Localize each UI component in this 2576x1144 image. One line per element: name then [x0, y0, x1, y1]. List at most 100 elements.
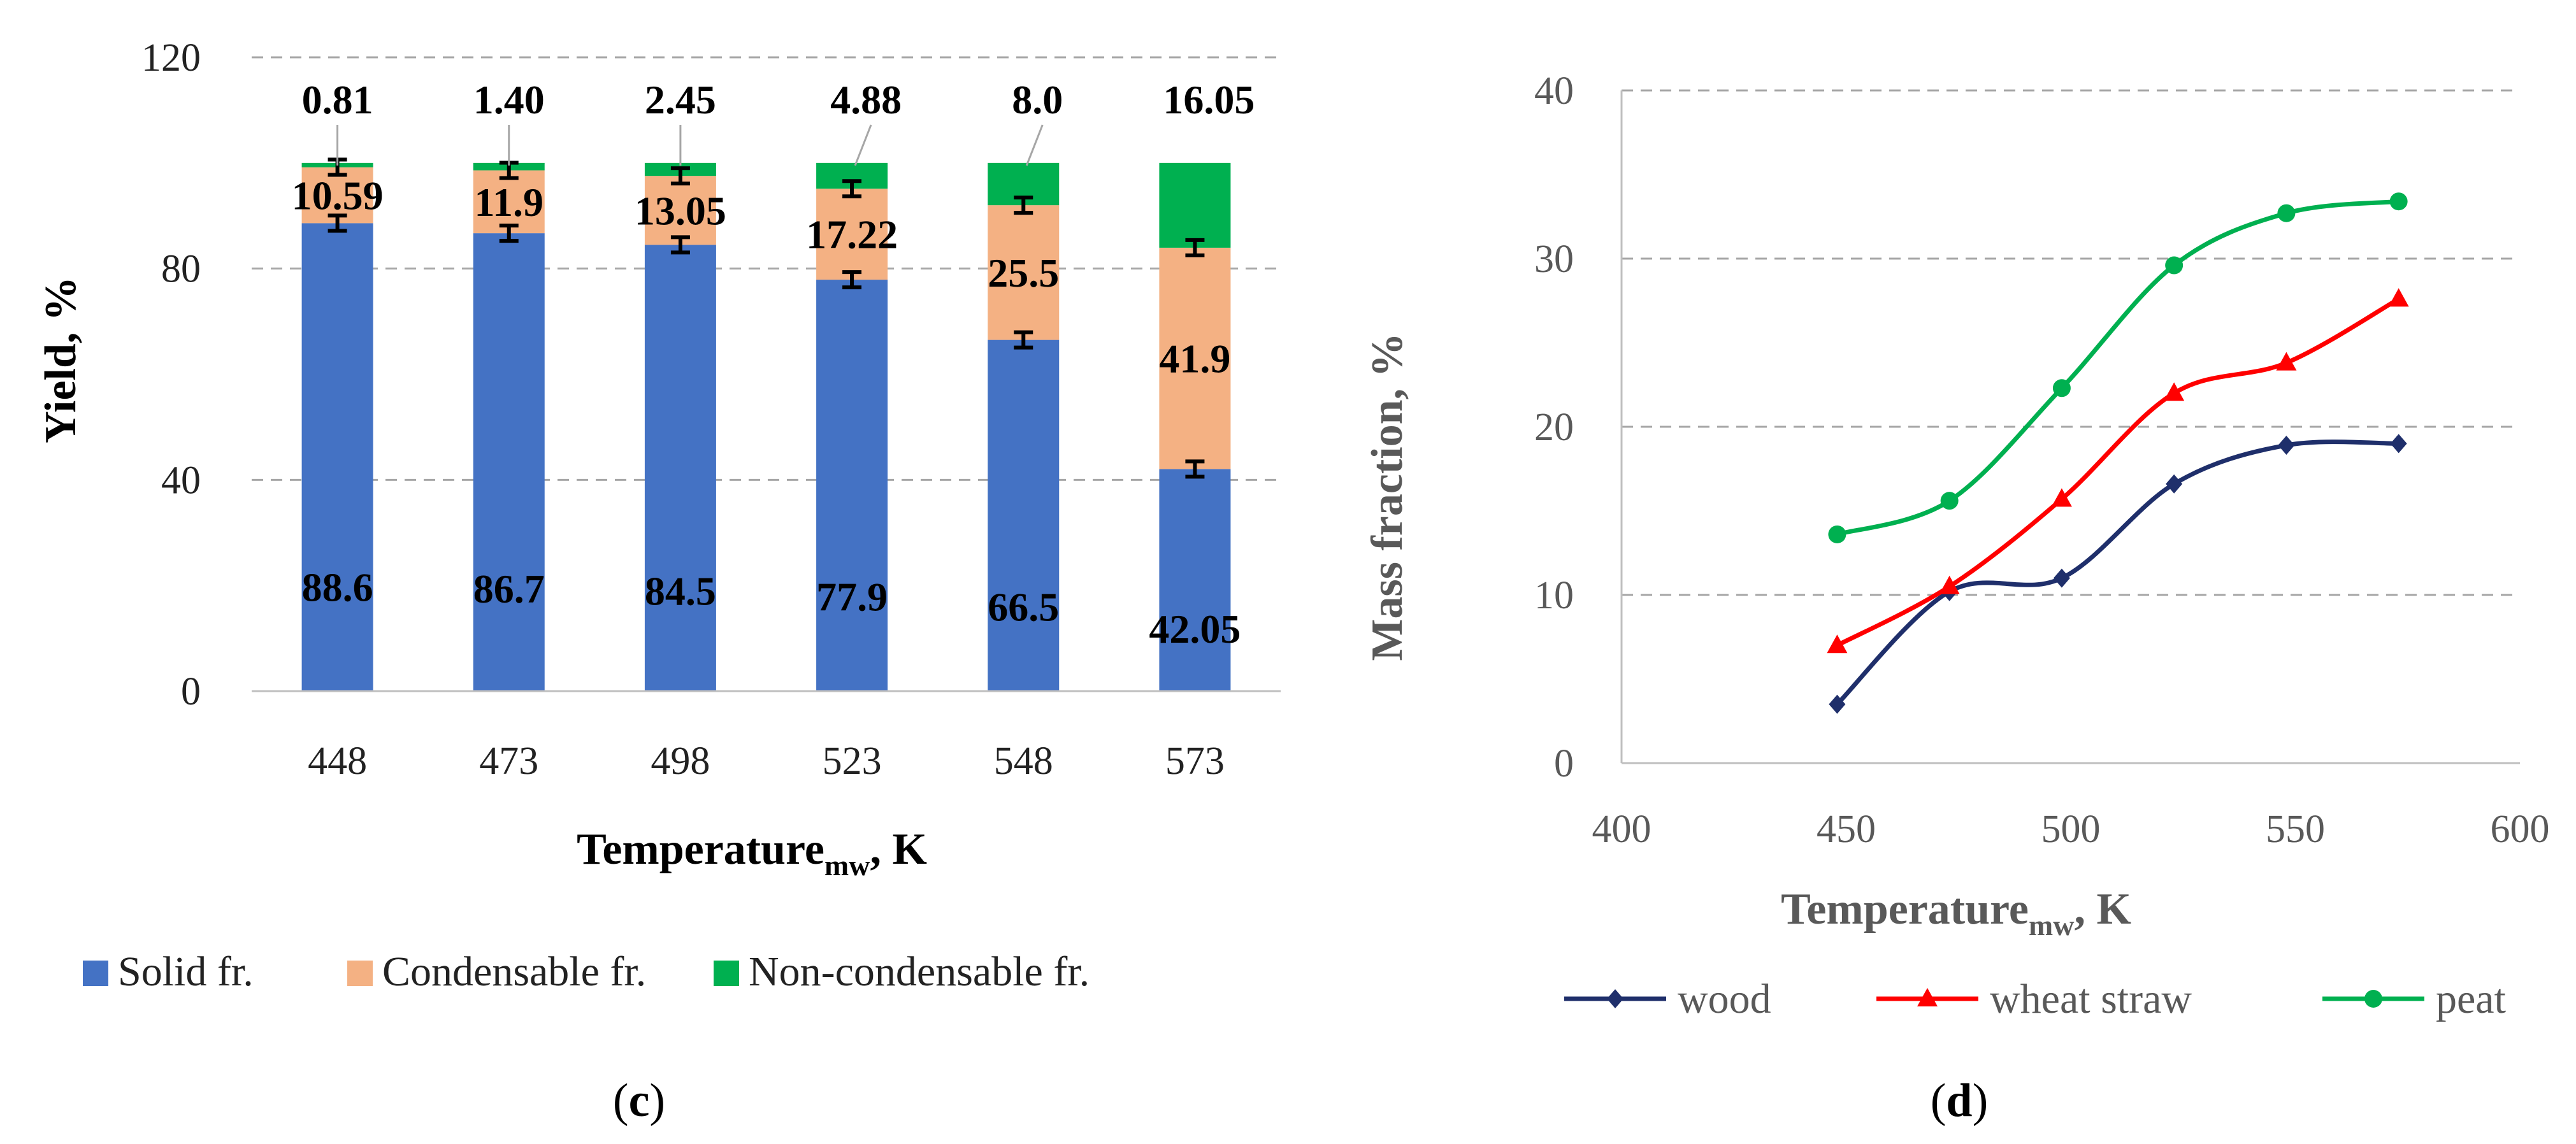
bar-stacks: [301, 162, 1231, 692]
data-label-condensable: 11.9: [475, 180, 543, 225]
line-chart: 0 10 20 30 40 400 450 500 550 600 Mass fraction,…: [1363, 69, 2550, 1127]
y-tick-label: 30: [1534, 238, 1574, 281]
data-label-condensable: 13.05: [635, 188, 726, 233]
data-point-peat: [2052, 379, 2071, 397]
series-line-wood: [1835, 440, 2399, 706]
x-tick-label: 573: [1165, 740, 1225, 783]
bar-condensable-fr--498: [644, 176, 716, 245]
x-tick-label: 550: [2266, 808, 2325, 851]
legend-label: Solid fr.: [118, 948, 254, 995]
panel-label-c: (c): [613, 1075, 665, 1127]
data-point-wheat-straw: [2164, 382, 2185, 401]
data-point-peat: [2277, 204, 2296, 222]
data-point-wood: [2166, 474, 2183, 494]
label-leader-line: [854, 124, 872, 166]
data-label-condensable: 10.59: [292, 173, 384, 218]
data-label-noncondensable: 16.05: [1163, 77, 1255, 122]
bar-condensable-fr--523: [816, 189, 888, 280]
legend-marker-peat: [2364, 990, 2382, 1008]
x-tick-label: 473: [479, 740, 538, 783]
data-label-condensable: 41.9: [1159, 336, 1230, 382]
y-tick-labels: 0 10 20 30 40: [1534, 69, 1574, 785]
y-tick-label: 80: [161, 248, 201, 291]
x-axis-title: Temperaturemw, K: [1781, 885, 2131, 941]
data-label-noncondensable: 1.40: [473, 77, 545, 122]
x-tick-label: 500: [2041, 808, 2101, 851]
legend-marker-wheat-straw: [1917, 988, 1938, 1006]
legend-swatch: [83, 961, 108, 986]
x-tick-label: 450: [1817, 808, 1876, 851]
data-point-wood: [2278, 436, 2295, 455]
data-label-condensable: 25.5: [988, 250, 1059, 296]
series-line-wheat-straw: [1836, 297, 2400, 648]
y-gridlines: [1622, 89, 2520, 596]
x-tick-label: 600: [2491, 808, 2550, 851]
bar-solid-fr--573: [1159, 469, 1231, 691]
data-point-peat: [2165, 256, 2184, 275]
series-lines: [1827, 192, 2409, 714]
data-label-noncondensable: 0.81: [302, 77, 373, 122]
series-wheat-straw: [1827, 288, 2409, 654]
series-peat: [1828, 192, 2408, 543]
stacked-bar-chart: 88.6 10.59 0.81 86.7 11.9 1.40 84.5 13.05 2.45 77…: [36, 36, 1281, 1127]
x-tick-label: 448: [308, 740, 367, 783]
legend-label-peat: peat: [2436, 976, 2506, 1022]
series-wood: [1829, 434, 2407, 714]
data-point-peat: [1940, 492, 1959, 510]
x-axis-title: Temperaturemw, K: [577, 825, 927, 882]
bar-solid-fr--548: [988, 340, 1060, 691]
data-label-solid: 88.6: [302, 565, 373, 610]
legend-marker-wood: [1607, 989, 1623, 1008]
data-label-solid: 77.9: [816, 575, 888, 620]
y-tick-label: 20: [1534, 406, 1574, 449]
data-label-noncondensable: 4.88: [830, 77, 902, 122]
data-point-peat: [1828, 525, 1846, 543]
data-point-wheat-straw: [2276, 352, 2297, 371]
data-label-noncondensable: 8.0: [1012, 77, 1063, 122]
x-tick-label: 548: [994, 740, 1053, 783]
bar-solid-fr--498: [644, 245, 716, 692]
data-point-wood: [1829, 694, 1846, 714]
bar-non-condensable-fr--573: [1159, 162, 1231, 248]
legend-swatch: [714, 961, 739, 986]
y-tick-label: 10: [1534, 574, 1574, 617]
y-tick-label: 120: [141, 36, 201, 80]
data-label-solid: 84.5: [645, 568, 716, 613]
y-gridlines: [252, 56, 1281, 481]
series-line-peat: [1836, 199, 2400, 537]
data-label-solid: 66.5: [988, 585, 1059, 630]
data-point-wheat-straw: [2388, 288, 2409, 307]
y-tick-label: 40: [161, 459, 201, 502]
bar-condensable-fr--548: [988, 205, 1060, 340]
y-tick-label: 40: [1534, 69, 1574, 113]
legend: wood wheat straw peat: [1564, 976, 2506, 1022]
data-label-condensable: 17.22: [806, 212, 898, 257]
data-label-solid: 86.7: [473, 566, 545, 611]
data-point-wheat-straw: [1827, 634, 1848, 654]
y-tick-labels: 0 40 80 120: [141, 36, 201, 713]
legend-swatch: [347, 961, 373, 986]
y-axis-title: Mass fraction, %: [1363, 332, 1412, 661]
data-point-wheat-straw: [2051, 488, 2072, 507]
x-tick-labels: 448 473 498 523 548 573: [308, 740, 1225, 783]
error-bars: [327, 157, 1205, 479]
bar-solid-fr--523: [816, 280, 888, 691]
data-point-wheat-straw: [1939, 575, 1960, 594]
x-tick-label: 400: [1592, 808, 1651, 851]
data-point-peat: [2389, 192, 2408, 211]
bar-condensable-fr--473: [473, 170, 545, 234]
y-axis-title: Yield, %: [36, 276, 85, 443]
panel-label-d: (d): [1931, 1075, 1988, 1127]
legend-label-wheat-straw: wheat straw: [1990, 976, 2192, 1022]
x-tick-label: 498: [651, 740, 710, 783]
data-point-wood: [2390, 434, 2407, 454]
legend-label: Condensable fr.: [382, 948, 646, 995]
label-leader-lines: [336, 124, 1044, 166]
legend-label-wood: wood: [1678, 976, 1771, 1022]
y-tick-label: 0: [181, 670, 201, 713]
x-tick-label: 523: [823, 740, 882, 783]
data-label-noncondensable: 2.45: [645, 77, 716, 122]
x-tick-labels: 400 450 500 550 600: [1592, 808, 2550, 851]
legend-label: Non-condensable fr.: [749, 948, 1090, 995]
